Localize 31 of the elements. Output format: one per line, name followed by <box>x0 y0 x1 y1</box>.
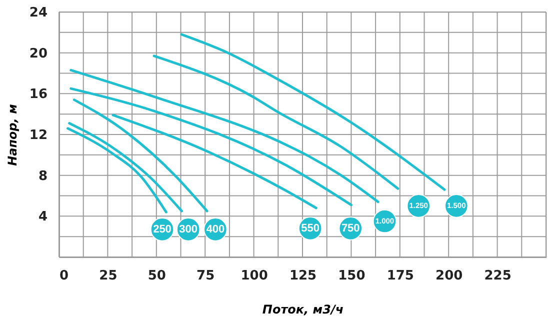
x-tick-label: 175 <box>386 268 414 284</box>
x-tick-label: 0 <box>60 268 69 284</box>
x-tick-label: 25 <box>99 268 118 284</box>
y-axis-title: Напор, м <box>5 104 20 166</box>
x-axis-title: Поток, м3/ч <box>262 302 344 316</box>
line-series <box>70 87 352 206</box>
y-tick-label: 4 <box>38 210 48 225</box>
annotation: 750 <box>341 222 360 234</box>
line-series <box>112 114 318 210</box>
x-tick-label: 100 <box>240 268 268 284</box>
line-series <box>180 33 446 191</box>
line-series <box>72 98 208 212</box>
annotation: 250 <box>153 223 172 236</box>
y-tick-label: 12 <box>29 128 48 143</box>
line-series <box>152 54 400 190</box>
line-series <box>66 127 168 214</box>
y-tick-label: 24 <box>29 6 48 20</box>
x-tick-label: 225 <box>484 268 512 284</box>
y-tick-label: 20 <box>29 46 48 62</box>
x-tick-label: 150 <box>338 268 366 284</box>
x-tick-label: 50 <box>148 268 166 284</box>
annotation: 300 <box>179 223 198 236</box>
x-tick-label: 200 <box>436 268 463 284</box>
annotation: 400 <box>206 223 225 236</box>
x-tick-label: 125 <box>289 268 317 284</box>
y-tick-label: 8 <box>38 168 48 184</box>
y-tick-label: 16 <box>29 87 48 102</box>
line-series <box>70 68 380 204</box>
annotation: 550 <box>301 222 320 234</box>
x-tick-label: 75 <box>196 268 215 284</box>
line-series <box>68 122 183 212</box>
